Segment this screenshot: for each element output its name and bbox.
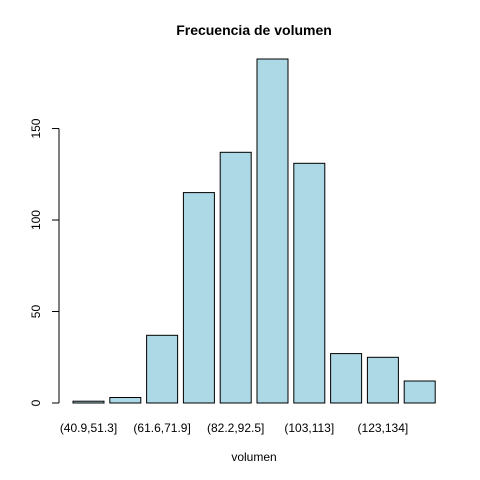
x-axis-labels: (40.9,51.3] (61.6,71.9] (82.2,92.5] (103,11… [60, 421, 408, 435]
bars-group [72, 58, 436, 404]
y-tick-label-150: 150 [29, 118, 43, 138]
bar-(103,113] [293, 162, 326, 404]
bar-(61.6,71.9] [146, 334, 179, 404]
bar-(123,134] [366, 356, 399, 404]
bar-(51.3,61.6] [109, 397, 142, 404]
bar-(134,144] [403, 380, 436, 404]
bar-(82.2,92.5] [219, 151, 252, 404]
chart-title: Frecuencia de volumen [176, 22, 332, 38]
y-tick-label-100: 100 [29, 210, 43, 230]
x-tick-label-(40.9,51.3]: (40.9,51.3] [60, 421, 117, 435]
x-tick-label-(123,134]: (123,134] [358, 421, 409, 435]
x-tick-label-(82.2,92.5]: (82.2,92.5] [207, 421, 264, 435]
bar-(113,123] [330, 353, 363, 404]
bar-(40.9,51.3] [72, 400, 105, 404]
x-axis-title: volumen [231, 450, 276, 464]
y-axis: 0 50 100 150 [29, 118, 60, 406]
bar-(71.9,82.2] [182, 192, 215, 404]
x-tick-label-(103,113]: (103,113] [284, 421, 334, 435]
x-tick-label-(61.6,71.9]: (61.6,71.9] [133, 421, 190, 435]
bar-(92.5,103] [256, 58, 289, 404]
y-tick-label-50: 50 [29, 305, 43, 319]
y-tick-label-0: 0 [29, 399, 43, 406]
